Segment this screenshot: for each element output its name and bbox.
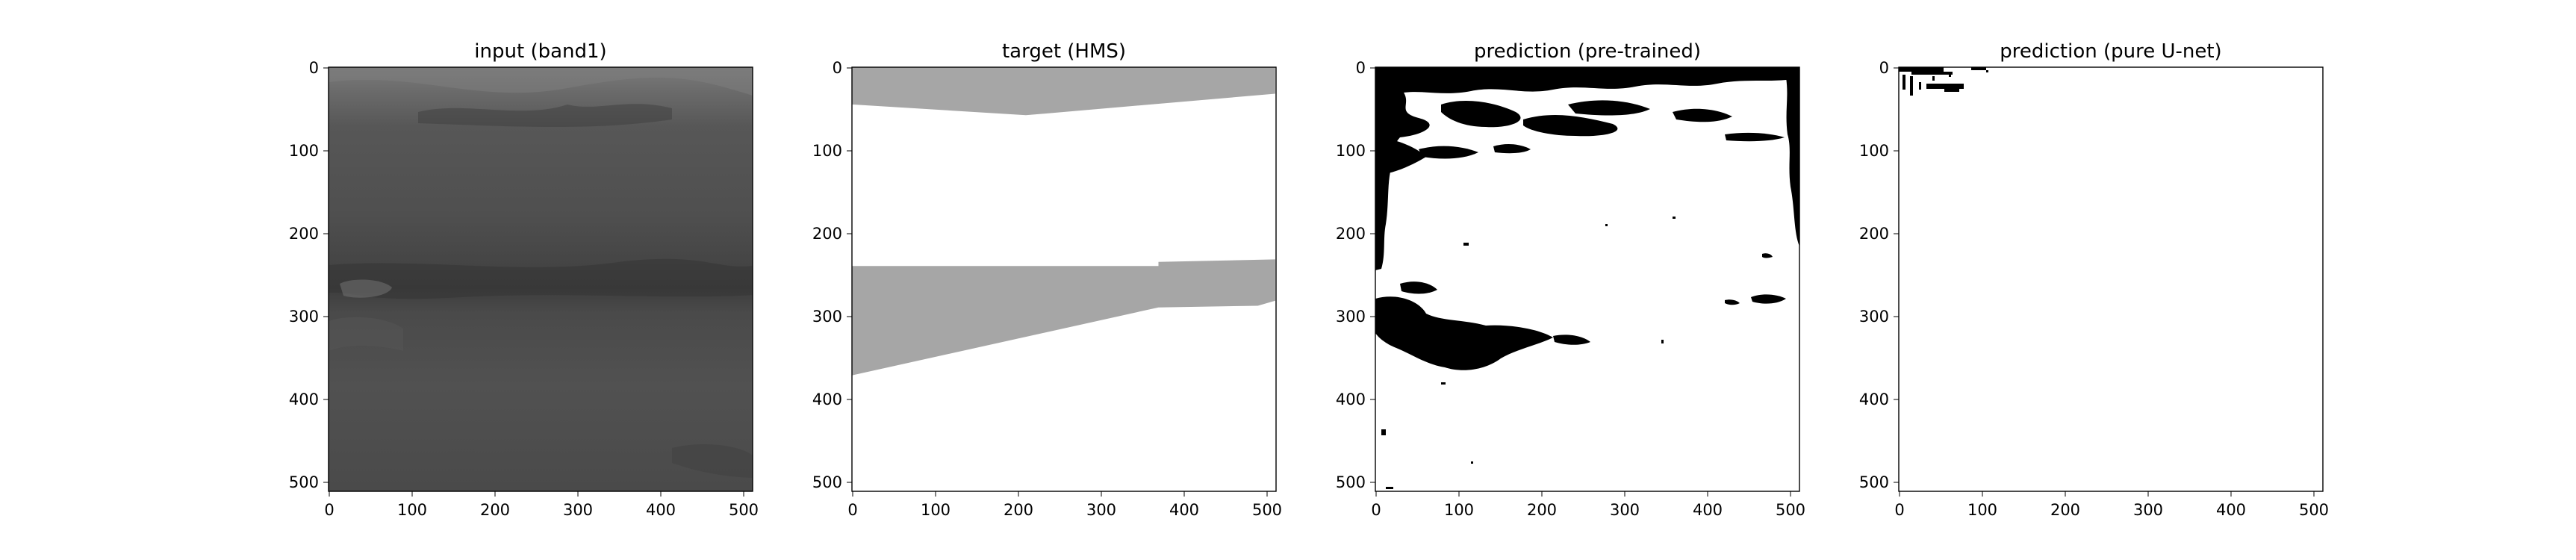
image-input-band1	[329, 67, 753, 491]
y-tick-label: 200	[289, 225, 319, 243]
x-tick-label: 200	[2050, 501, 2080, 519]
y-tick-label: 400	[1336, 391, 1366, 408]
image-prediction-unet	[1899, 67, 2323, 491]
x-tick-label: 300	[1610, 501, 1640, 519]
x-tick-label: 500	[729, 501, 759, 519]
x-tick-label: 200	[1527, 501, 1557, 519]
smoke-regions	[852, 67, 1275, 376]
y-tick-label: 400	[289, 391, 319, 408]
y-tick-label: 300	[289, 308, 319, 326]
y-tick-label: 200	[812, 225, 842, 243]
x-tick-label: 500	[1776, 501, 1805, 519]
y-tick-label: 500	[1859, 473, 1889, 491]
panel-title-unet: prediction (pure U-net)	[2000, 40, 2221, 63]
panel-unet: prediction (pure U-net) 0 100 200	[1859, 40, 2329, 519]
panel-title-pretrained: prediction (pre-trained)	[1474, 40, 1701, 63]
x-tick-label: 100	[1967, 501, 1997, 519]
y-tick-label: 300	[1336, 308, 1366, 326]
panel-input: input (band1) 0 100 200 300 400 500	[289, 40, 759, 519]
y-tick-label: 100	[1859, 142, 1889, 160]
y-tick-label: 100	[1336, 142, 1366, 160]
x-ticks-target: 0 100 200 300 400 500	[847, 491, 1282, 519]
x-tick-label: 500	[2299, 501, 2329, 519]
y-tick-label: 300	[1859, 308, 1889, 326]
x-tick-label: 100	[397, 501, 427, 519]
y-tick-label: 100	[289, 142, 319, 160]
x-ticks-input: 0 100 200 300 400 500	[324, 491, 759, 519]
x-tick-label: 0	[1371, 501, 1381, 519]
x-tick-label: 400	[1693, 501, 1723, 519]
x-tick-label: 200	[1004, 501, 1033, 519]
x-tick-label: 0	[847, 501, 857, 519]
smoke-region	[852, 259, 1275, 376]
x-tick-label: 0	[1894, 501, 1904, 519]
y-tick-label: 400	[1859, 391, 1889, 408]
x-tick-label: 200	[480, 501, 510, 519]
x-tick-label: 500	[1252, 501, 1282, 519]
y-tick-label: 300	[812, 308, 842, 326]
x-tick-label: 400	[1169, 501, 1199, 519]
y-tick-label: 100	[812, 142, 842, 160]
y-tick-label: 500	[1336, 473, 1366, 491]
x-ticks-pretrained: 0 100 200 300 400 500	[1371, 491, 1805, 519]
x-tick-label: 400	[2216, 501, 2246, 519]
y-tick-label: 400	[812, 391, 842, 408]
x-tick-label: 100	[921, 501, 951, 519]
y-tick-label: 200	[1859, 225, 1889, 243]
y-tick-label: 200	[1336, 225, 1366, 243]
y-ticks-input: 0 100 200 300 400 500	[289, 59, 329, 491]
panel-title-target: target (HMS)	[1002, 40, 1126, 63]
image-target-hms	[852, 67, 1276, 491]
y-ticks-pretrained: 0 100 200 300 400 500	[1336, 59, 1375, 491]
x-tick-label: 300	[2133, 501, 2163, 519]
y-tick-label: 0	[833, 59, 842, 77]
x-ticks-unet: 0 100 200 300 400 500	[1894, 491, 2329, 519]
panel-pretrained: prediction (pre-trained)	[1336, 40, 1805, 519]
y-tick-label: 0	[1879, 59, 1889, 77]
y-ticks-unet: 0 100 200 300 400 500	[1859, 59, 1899, 491]
x-tick-label: 400	[646, 501, 676, 519]
y-tick-label: 500	[289, 473, 319, 491]
panel-title-input: input (band1)	[474, 40, 606, 63]
x-tick-label: 300	[1086, 501, 1116, 519]
x-tick-label: 0	[324, 501, 334, 519]
y-tick-label: 500	[812, 473, 842, 491]
image-prediction-pretrained	[1375, 67, 1799, 491]
y-tick-label: 0	[309, 59, 319, 77]
y-ticks-target: 0 100 200 300 400 500	[812, 59, 852, 491]
x-tick-label: 100	[1444, 501, 1474, 519]
panel-target: target (HMS) 0 100 200 300 400 500	[812, 40, 1282, 519]
smoke-region	[852, 67, 1275, 116]
y-tick-label: 0	[1356, 59, 1366, 77]
x-tick-label: 300	[563, 501, 593, 519]
